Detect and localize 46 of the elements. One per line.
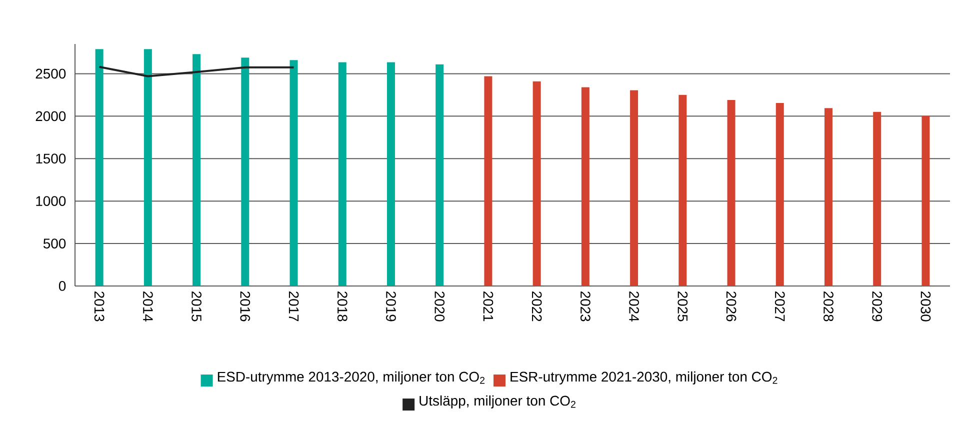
y-tick-label: 2500 [36,68,66,79]
x-tick-label: 2015 [192,292,202,322]
y-tick-label: 1500 [36,154,66,164]
x-tick-label: 2016 [240,292,250,322]
y-tick-label: 0 [58,281,66,291]
bar [630,90,638,286]
bar [436,64,444,286]
x-tick-label: 2019 [386,292,396,322]
legend-label: Utsläpp, miljoner ton CO$_{2}$ [420,395,576,408]
bar [873,112,882,286]
x-tick-label: 2017 [288,292,299,322]
x-tick-label: 2026 [726,292,736,322]
x-tick-label: 2030 [920,292,931,322]
bar [484,76,492,286]
x-tick-label: 2027 [774,292,785,322]
bar [144,49,152,286]
bar [532,81,541,286]
y-tick-label: 500 [43,238,66,248]
x-tick-label: 2021 [483,292,494,322]
bar [776,103,784,286]
x-tick-label: 2013 [94,292,104,322]
x-tick-label: 2024 [629,292,639,322]
bar [386,62,395,286]
bar [922,116,930,286]
bar [338,62,346,286]
x-tick-label: 2022 [532,292,542,322]
x-tick-label: 2014 [142,292,153,322]
bar [824,108,832,286]
line-series [98,66,295,78]
x-tick-label: 2029 [872,292,882,322]
legend-label: ESR-utrymme 2021-2030, miljoner ton CO$_{2}$ [510,371,778,384]
bar [678,94,687,286]
bar [95,49,104,286]
bar [290,60,298,286]
y-tick-label: 2000 [36,111,66,122]
bar [192,54,201,286]
bar [241,58,250,286]
y-tick-label: 1000 [36,196,66,206]
x-tick-label: 2028 [824,292,834,322]
x-tick-label: 2025 [678,292,688,322]
bar [581,87,590,286]
x-tick-label: 2023 [580,292,590,322]
x-tick-label: 2018 [337,292,348,322]
legend-label: ESD-utrymme 2013-2020, miljoner ton CO$_{2}$ [218,371,485,384]
bar [727,100,736,286]
x-tick-label: 2020 [434,292,445,322]
